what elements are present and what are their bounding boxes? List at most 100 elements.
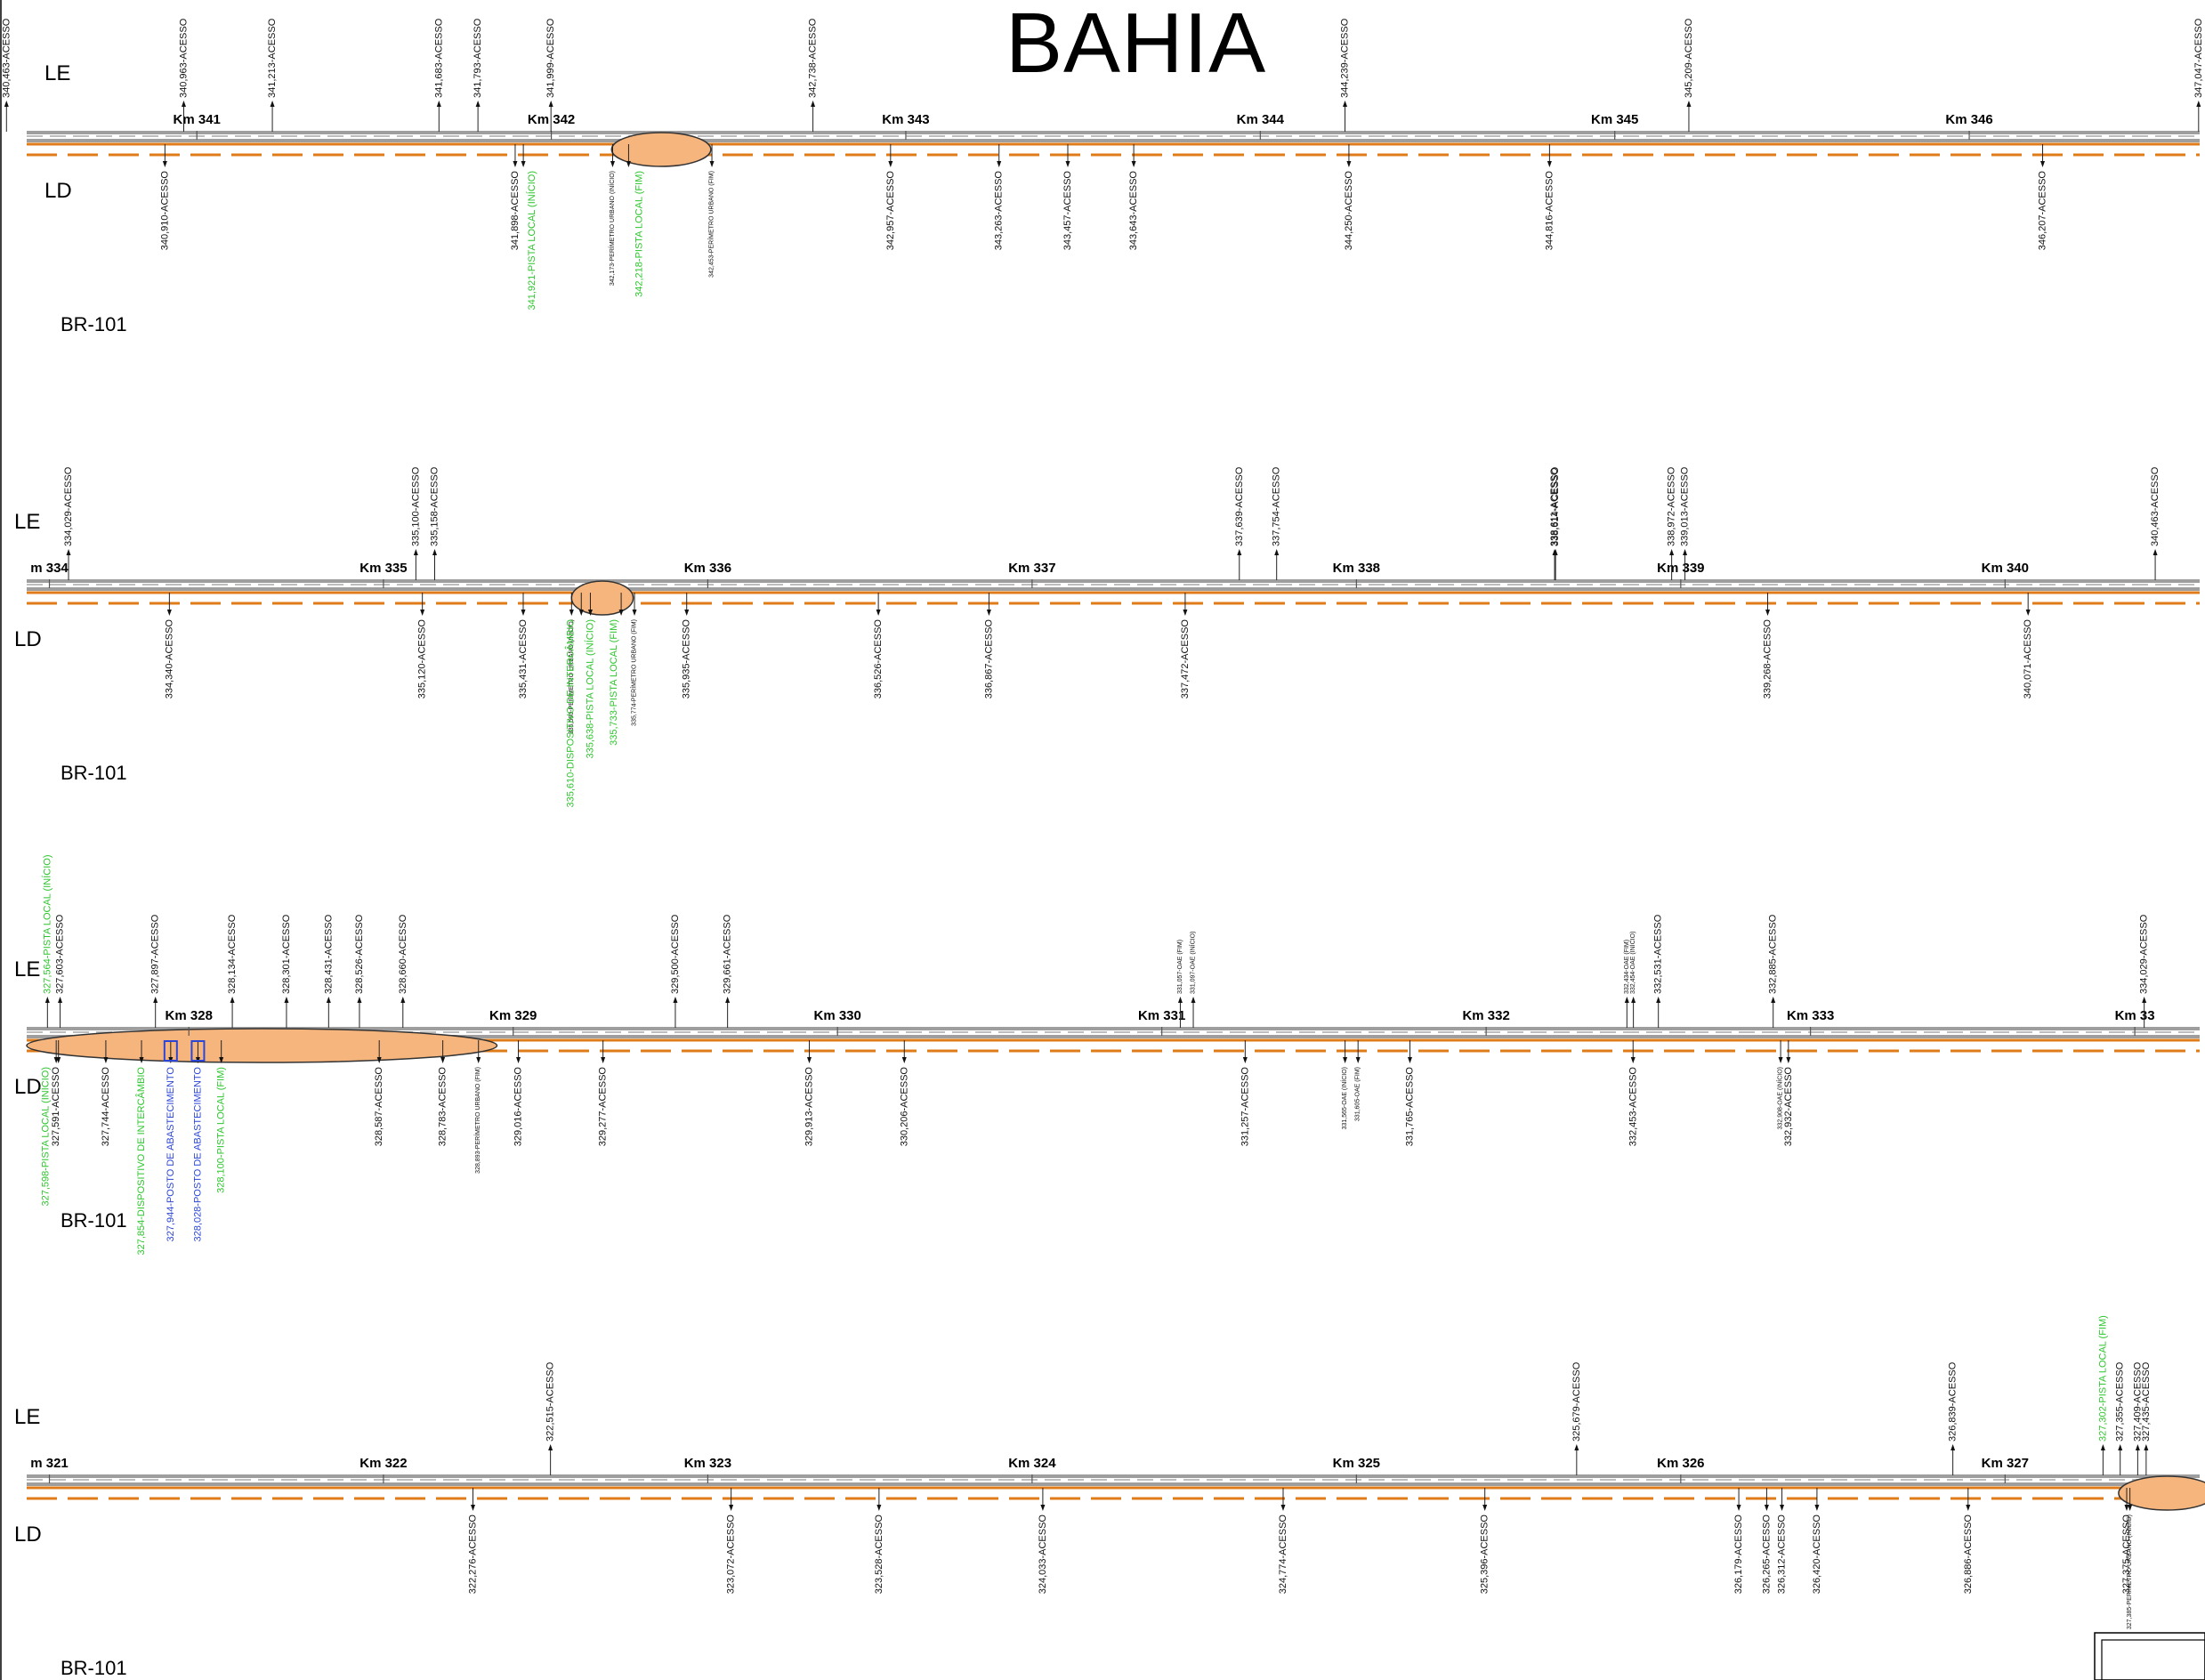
le-access-arrow	[436, 101, 441, 107]
ld-access-label: 335,774-PERÍMETRO URBANO (FIM)	[630, 619, 638, 726]
le-access-label: 340,463-ACESSO	[2150, 466, 2161, 546]
le-access-label: 332,454-OAE (INÍCIO)	[1628, 932, 1636, 994]
ld-access-label: 342,957-ACESSO	[885, 171, 896, 251]
road-name-label: BR-101	[61, 1209, 127, 1232]
ld-access-arrow	[1814, 1505, 1820, 1511]
ld-access-arrow	[1547, 161, 1552, 167]
le-access-arrow	[432, 549, 438, 555]
le-access-label: 337,639-ACESSO	[1234, 466, 1245, 546]
ld-access-label: 340,071-ACESSO	[2023, 619, 2033, 699]
side-label-ld: LD	[14, 627, 42, 651]
ld-access-label: 332,908-OAE (INÍCIO)	[1776, 1067, 1784, 1129]
ld-access-label: 335,580-PERÍMETRO URBANO (INÍCIO)	[567, 619, 575, 734]
ld-access-label: 327,854-DISPOSITIVO DE INTERCÂMBIO	[135, 1067, 147, 1256]
ld-access-arrow	[521, 610, 526, 616]
le-access-arrow	[153, 997, 158, 1003]
le-access-arrow	[2100, 1444, 2105, 1450]
ld-access-arrow	[601, 1057, 606, 1063]
ld-access-arrow	[901, 1057, 907, 1063]
road-row: LE LD BR-101 m 334 Km 335 Km 336 Km 337 Km 338 K…	[14, 466, 2200, 808]
ld-access-label: 327,375-ACESSO	[2121, 1514, 2132, 1595]
km-marker: Km 335	[359, 561, 407, 576]
ld-access-arrow	[1966, 1505, 1971, 1511]
le-access-label: 338,611-ACESSO	[1549, 467, 1560, 546]
ld-access-arrow	[1242, 1057, 1248, 1063]
le-access-label: 341,683-ACESSO	[433, 18, 444, 98]
le-access-arrow	[44, 997, 50, 1003]
ld-access-label: 326,312-ACESSO	[1777, 1514, 1788, 1595]
ld-access-arrow	[1343, 1057, 1348, 1063]
road-row: LE LD BR-101 Km 328 Km 329 Km 330 Km 331 Km 332…	[14, 854, 2200, 1256]
km-marker: Km 331	[1138, 1008, 1185, 1023]
fuel-station-box	[163, 1040, 178, 1062]
ld-access-label: 337,472-ACESSO	[1180, 619, 1191, 699]
ld-access-label: 332,453-ACESSO	[1628, 1067, 1638, 1147]
km-marker: m 321	[30, 1456, 69, 1471]
ld-access-arrow	[729, 1505, 734, 1511]
ld-access-arrow	[876, 1505, 882, 1511]
le-access-label: 340,463-ACESSO	[1, 18, 12, 98]
ld-access-arrow	[986, 610, 991, 616]
urban-perimeter-ellipse	[610, 132, 712, 167]
ld-access-arrow	[1778, 1057, 1783, 1063]
ld-access-label: 341,898-ACESSO	[510, 171, 521, 251]
ld-access-label: 335,733-PISTA LOCAL (FIM)	[609, 619, 619, 746]
ld-access-arrow	[440, 1057, 446, 1063]
le-access-arrow	[4, 101, 9, 107]
ld-access-arrow	[56, 1057, 61, 1063]
le-access-label: 329,500-ACESSO	[670, 914, 681, 994]
km-marker: Km 343	[882, 112, 929, 127]
le-access-label: 322,515-ACESSO	[545, 1361, 556, 1442]
ld-access-arrow	[1280, 1505, 1286, 1511]
le-access-label: 328,526-ACESSO	[354, 914, 365, 994]
km-marker: Km 33	[2115, 1008, 2155, 1023]
road-row: LE LD BR-101 m 321 Km 322 Km 323 Km 324 Km 325 K…	[14, 1315, 2205, 1679]
le-access-label: 328,301-ACESSO	[281, 914, 292, 994]
le-access-arrow	[2118, 1444, 2123, 1450]
ld-access-label: 326,265-ACESSO	[1761, 1514, 1772, 1595]
le-access-label: 338,972-ACESSO	[1667, 466, 1677, 546]
ld-access-label: 342,173-PERÍMETRO URBANO (INÍCIO)	[608, 171, 616, 286]
le-access-arrow	[475, 101, 481, 107]
ld-access-label: 328,100-PISTA LOCAL (FIM)	[216, 1067, 227, 1193]
road-edge-bottom	[27, 1035, 2200, 1038]
ld-access-label: 339,268-ACESSO	[1763, 619, 1773, 699]
le-access-label: 340,963-ACESSO	[178, 18, 189, 98]
le-access-arrow	[1669, 549, 1675, 555]
le-access-label: 345,209-ACESSO	[1684, 18, 1694, 98]
ld-access-label: 335,431-ACESSO	[518, 619, 529, 699]
ld-access-label: 326,179-ACESSO	[1733, 1514, 1744, 1595]
ld-access-label: 324,774-ACESSO	[1278, 1514, 1288, 1595]
le-access-arrow	[1274, 549, 1280, 555]
le-access-label: 327,302-PISTA LOCAL (FIM)	[2097, 1315, 2108, 1442]
ld-access-arrow	[888, 161, 893, 167]
side-label-ld: LD	[44, 179, 72, 203]
side-label-ld: LD	[14, 1522, 42, 1547]
le-access-label: 325,679-ACESSO	[1571, 1361, 1582, 1442]
le-access-label: 327,409-ACESSO	[2132, 1361, 2143, 1442]
fuel-station-box	[190, 1040, 206, 1062]
le-access-label: 331,097-OAE (INÍCIO)	[1189, 932, 1197, 994]
le-access-arrow	[1951, 1444, 1956, 1450]
ld-access-arrow	[162, 161, 167, 167]
km-marker: Km 340	[1982, 561, 2029, 576]
le-access-arrow	[2196, 101, 2201, 107]
le-access-label: 332,531-ACESSO	[1653, 914, 1664, 994]
ld-access-arrow	[1183, 610, 1188, 616]
ld-access-label: 335,638-PISTA LOCAL (INÍCIO)	[584, 619, 595, 759]
le-access-label: 334,029-ACESSO	[63, 466, 74, 546]
ld-access-arrow	[1780, 1505, 1785, 1511]
road-name-label: BR-101	[61, 762, 127, 784]
ld-access-arrow	[1765, 610, 1771, 616]
road-edge-top	[27, 1474, 2200, 1478]
ld-access-arrow	[376, 1057, 382, 1063]
side-label-le: LE	[14, 510, 40, 534]
title-block-inner	[2101, 1639, 2205, 1680]
le-access-arrow	[548, 101, 553, 107]
le-access-label: 327,435-ACESSO	[2141, 1361, 2152, 1442]
km-marker: Km 338	[1333, 561, 1380, 576]
ld-access-arrow	[1355, 1057, 1361, 1063]
le-access-arrow	[1553, 549, 1558, 555]
ld-access-label: 324,033-ACESSO	[1038, 1514, 1048, 1595]
